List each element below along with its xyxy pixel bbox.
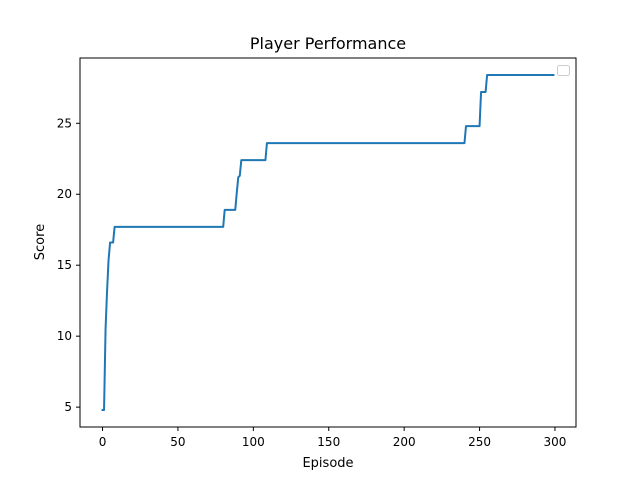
x-tick-label: 300 <box>544 435 567 449</box>
y-tick-label: 15 <box>57 258 72 272</box>
plot-area <box>80 58 576 427</box>
plot-frame <box>79 57 577 428</box>
x-tick-label: 0 <box>99 435 107 449</box>
y-axis-label: Score <box>33 224 48 260</box>
y-tick-label: 20 <box>57 187 72 201</box>
x-axis-label: Episode <box>302 456 353 471</box>
y-tick-label: 5 <box>64 400 72 414</box>
series-line <box>101 74 555 411</box>
x-tick-label: 50 <box>170 435 185 449</box>
x-tick-label: 100 <box>242 435 265 449</box>
tick-group: 0 50 100 150 200 250 300 5 10 15 20 25 <box>57 116 567 449</box>
x-tick-label: 250 <box>468 435 491 449</box>
y-tick-label: 10 <box>57 329 72 343</box>
x-tick-label: 200 <box>393 435 416 449</box>
y-tick-label: 25 <box>57 116 72 130</box>
series-group <box>101 74 555 411</box>
x-tick-label: 150 <box>317 435 340 449</box>
legend-box <box>557 65 570 76</box>
chart-title: Player Performance <box>250 34 406 53</box>
